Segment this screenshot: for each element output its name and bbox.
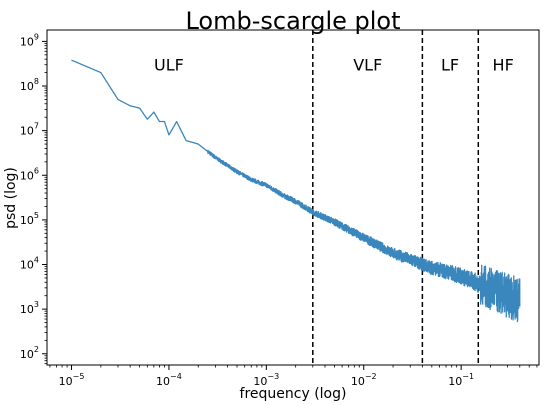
band-labels: ULF VLF LF HF	[154, 56, 514, 75]
y-tick-label: 109	[20, 32, 39, 48]
x-tick-label: 10−5	[59, 372, 85, 388]
x-tick-label: 10−2	[351, 372, 377, 388]
x-tick-label: 10−1	[448, 372, 474, 388]
y-tick-label: 104	[20, 256, 39, 272]
band-label-lf: LF	[441, 56, 459, 75]
chart-title: Lomb-scargle plot	[185, 7, 400, 35]
y-axis-ticks: 102 103 104 105 106 107 108 109	[20, 32, 47, 365]
x-axis-label: frequency (log)	[240, 386, 347, 402]
band-label-ulf: ULF	[154, 56, 184, 75]
psd-series	[71, 59, 521, 323]
y-tick-label: 102	[20, 345, 39, 361]
y-tick-label: 103	[20, 300, 39, 316]
x-tick-label: 10−4	[156, 372, 182, 388]
band-boundaries	[312, 30, 480, 365]
plot-frame	[46, 29, 540, 366]
band-label-vlf: VLF	[353, 56, 382, 75]
y-tick-label: 105	[20, 211, 39, 227]
y-axis-label: psd (log)	[3, 167, 19, 229]
y-tick-label: 107	[20, 122, 39, 138]
y-tick-label: 108	[20, 77, 39, 93]
psd-line	[71, 59, 521, 323]
band-label-hf: HF	[493, 56, 514, 75]
x-tick-label: 10−3	[253, 372, 279, 388]
y-tick-label: 106	[20, 166, 39, 182]
x-axis-ticks: 10−5 10−4 10−3 10−2 10−1	[49, 365, 538, 388]
